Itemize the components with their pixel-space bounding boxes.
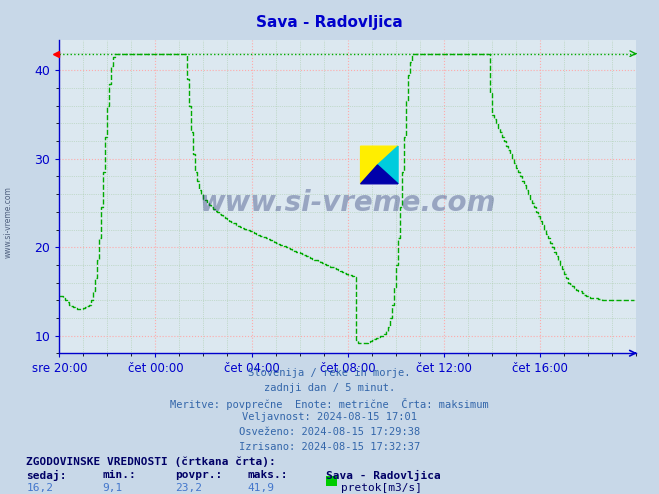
Text: pretok[m3/s]: pretok[m3/s] bbox=[341, 483, 422, 493]
Text: zadnji dan / 5 minut.: zadnji dan / 5 minut. bbox=[264, 383, 395, 393]
Text: www.si-vreme.com: www.si-vreme.com bbox=[4, 186, 13, 258]
Text: 23,2: 23,2 bbox=[175, 483, 202, 493]
Text: ZGODOVINSKE VREDNOSTI (črtkana črta):: ZGODOVINSKE VREDNOSTI (črtkana črta): bbox=[26, 457, 276, 467]
Text: Izrisano: 2024-08-15 17:32:37: Izrisano: 2024-08-15 17:32:37 bbox=[239, 442, 420, 452]
Text: povpr.:: povpr.: bbox=[175, 470, 222, 480]
Text: maks.:: maks.: bbox=[247, 470, 287, 480]
Bar bbox=[360, 146, 398, 184]
Text: 16,2: 16,2 bbox=[26, 483, 53, 493]
Text: www.si-vreme.com: www.si-vreme.com bbox=[200, 189, 496, 217]
Text: Sava - Radovljica: Sava - Radovljica bbox=[256, 15, 403, 30]
Text: Veljavnost: 2024-08-15 17:01: Veljavnost: 2024-08-15 17:01 bbox=[242, 412, 417, 422]
Text: Slovenija / reke in morje.: Slovenija / reke in morje. bbox=[248, 368, 411, 378]
Text: sedaj:: sedaj: bbox=[26, 470, 67, 481]
Polygon shape bbox=[360, 165, 398, 184]
Polygon shape bbox=[378, 146, 398, 184]
Text: Meritve: povprečne  Enote: metrične  Črta: maksimum: Meritve: povprečne Enote: metrične Črta:… bbox=[170, 398, 489, 410]
Text: Osveženo: 2024-08-15 17:29:38: Osveženo: 2024-08-15 17:29:38 bbox=[239, 427, 420, 437]
Text: 41,9: 41,9 bbox=[247, 483, 274, 493]
Text: min.:: min.: bbox=[102, 470, 136, 480]
Text: Sava - Radovljica: Sava - Radovljica bbox=[326, 470, 441, 481]
Polygon shape bbox=[360, 146, 398, 184]
Text: 9,1: 9,1 bbox=[102, 483, 123, 493]
